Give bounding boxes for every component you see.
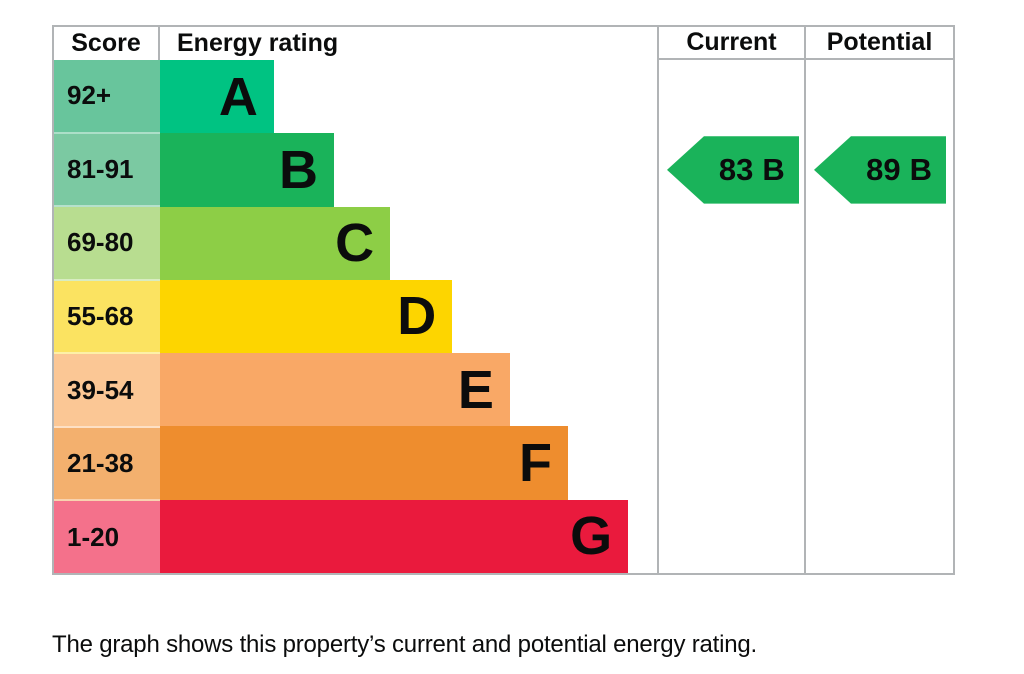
epc-page: Score 92+ 81-91 69-80 55-68 39-54 21-38 … — [52, 25, 955, 658]
current-rating-arrow: 83 B — [667, 136, 799, 204]
band-row-a: A — [160, 60, 657, 134]
energy-rating-column-header: Energy rating — [160, 27, 657, 60]
score-range-g: 1-20 — [54, 501, 160, 574]
band-letter-g: G — [570, 506, 613, 567]
band-bar-c: C — [160, 206, 391, 280]
band-bar-g: G — [160, 499, 629, 573]
band-letter-e: E — [457, 359, 494, 420]
score-range-e: 39-54 — [54, 354, 160, 428]
band-bar-a: A — [160, 60, 274, 134]
band-letter-d: D — [397, 286, 437, 347]
current-column-header: Current — [659, 27, 804, 60]
band-letter-b: B — [278, 139, 318, 200]
potential-column-header: Potential — [806, 27, 953, 60]
potential-band-letter: B — [909, 151, 933, 187]
band-letter-c: C — [335, 213, 375, 274]
band-bar-e: E — [160, 353, 510, 427]
band-row-c: C — [160, 206, 657, 280]
energy-rating-column-body: A B C D — [160, 60, 657, 573]
potential-column: Potential 89 B — [804, 27, 953, 573]
score-column-body: 92+ 81-91 69-80 55-68 39-54 21-38 1-20 — [54, 60, 160, 574]
score-range-d: 55-68 — [54, 280, 160, 355]
band-row-d: D — [160, 279, 657, 354]
band-row-g: G — [160, 499, 657, 573]
band-row-b: B — [160, 133, 657, 207]
score-range-a: 92+ — [54, 60, 160, 134]
current-column-body: 83 B — [659, 60, 804, 573]
score-range-f: 21-38 — [54, 427, 160, 502]
band-letter-a: A — [218, 66, 258, 127]
score-column-header: Score — [54, 27, 160, 60]
band-row-f: F — [160, 426, 657, 500]
score-column: Score 92+ 81-91 69-80 55-68 39-54 21-38 … — [54, 27, 160, 574]
current-score-value: 83 — [718, 151, 754, 187]
band-letter-f: F — [519, 433, 553, 494]
potential-rating-arrow: 89 B — [814, 136, 946, 204]
graph-caption: The graph shows this property’s current … — [52, 631, 758, 658]
current-band-letter: B — [762, 151, 785, 187]
potential-column-body: 89 B — [806, 60, 953, 573]
energy-rating-column: Energy rating A B C — [160, 27, 657, 573]
score-range-b: 81-91 — [54, 133, 160, 208]
score-range-c: 69-80 — [54, 207, 160, 281]
band-bar-b: B — [160, 133, 334, 207]
band-bar-d: D — [160, 279, 453, 354]
potential-score-value: 89 — [866, 151, 901, 187]
band-bar-f: F — [160, 426, 569, 500]
band-row-e: E — [160, 353, 657, 427]
current-column: Current 83 B — [657, 27, 804, 573]
epc-rating-graph: Score 92+ 81-91 69-80 55-68 39-54 21-38 … — [52, 25, 955, 575]
